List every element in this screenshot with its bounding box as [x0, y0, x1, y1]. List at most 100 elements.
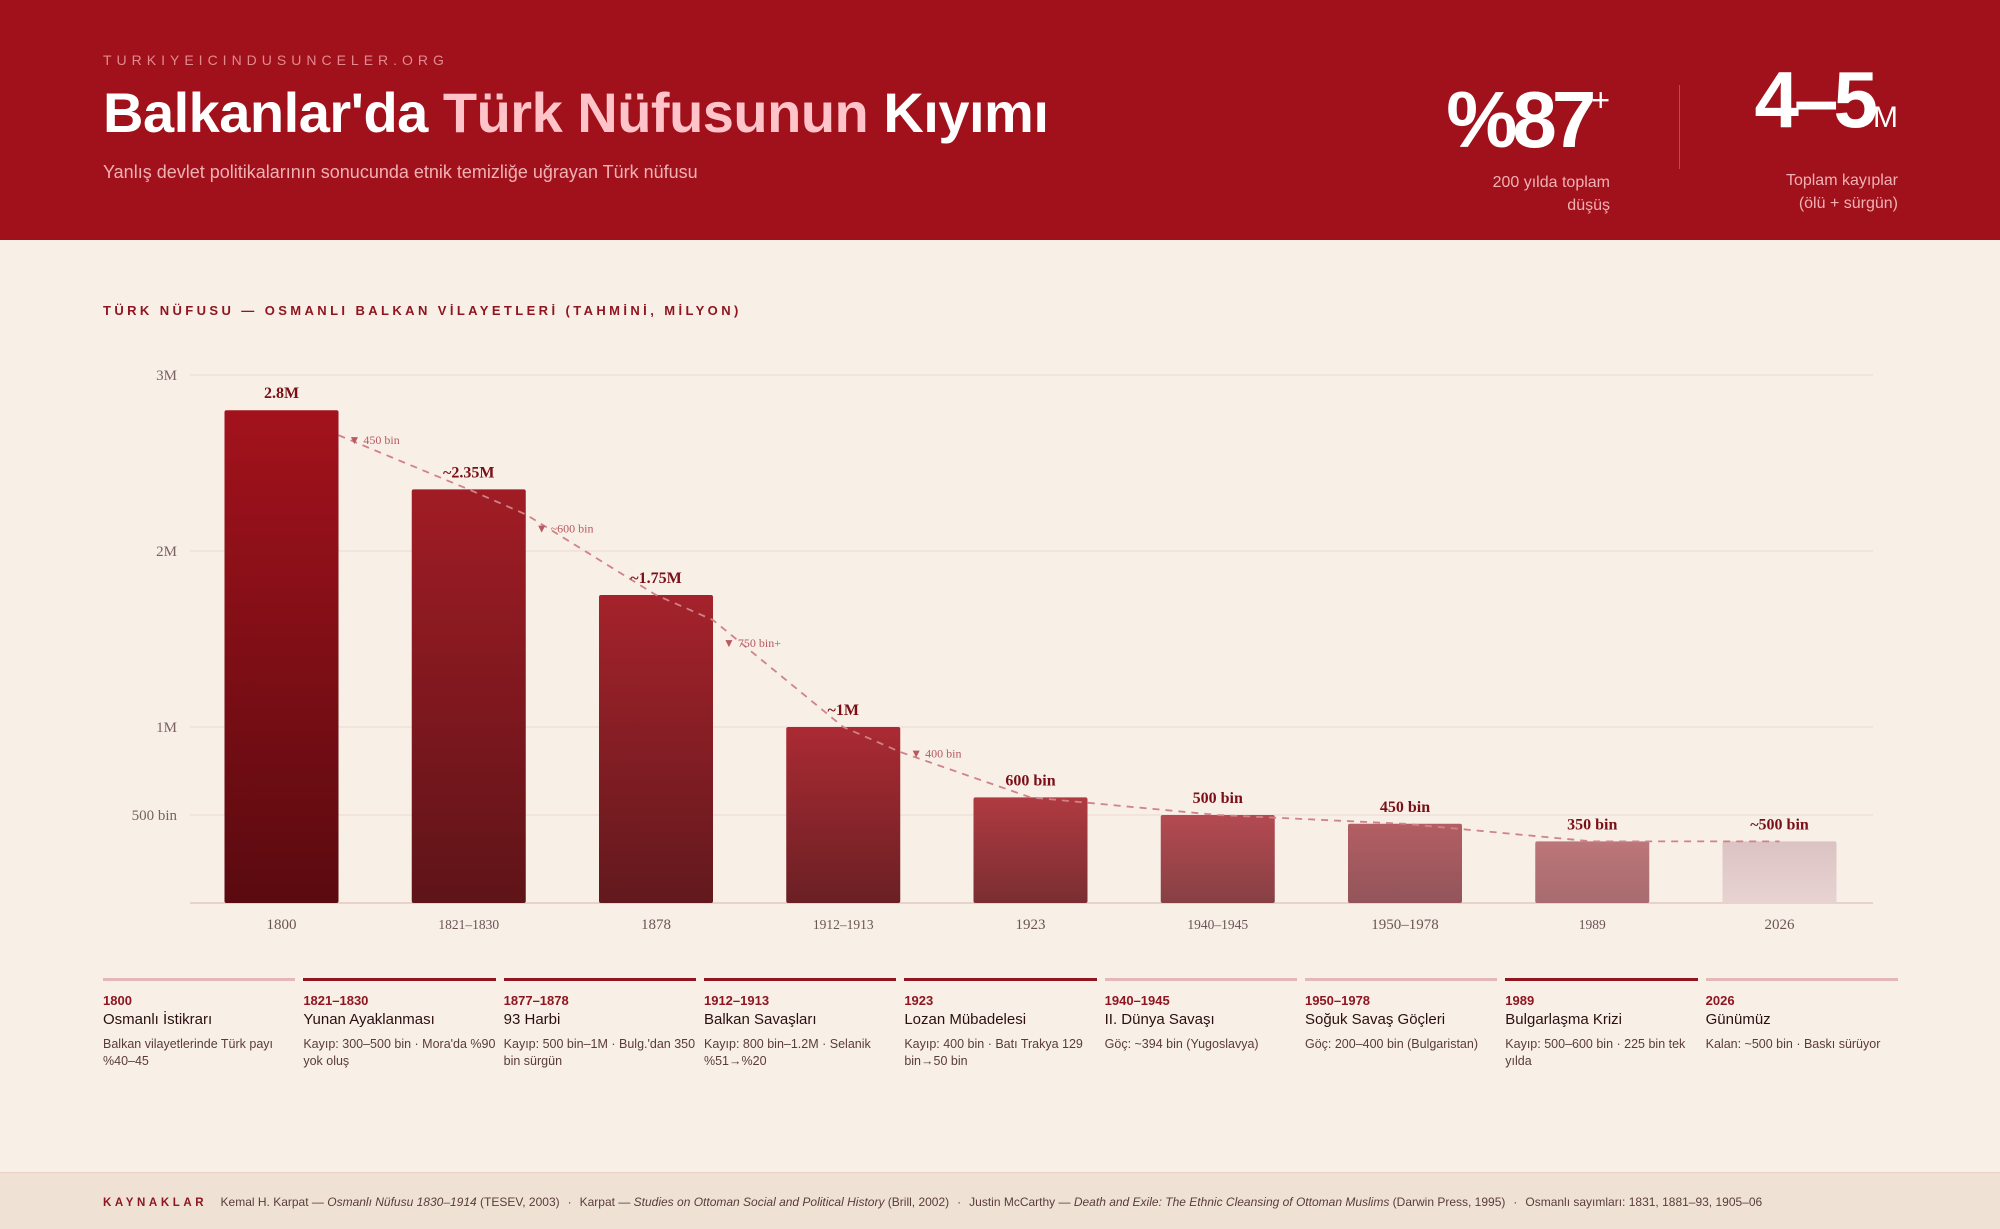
- event-date: 1923: [904, 993, 934, 1008]
- y-tick-label: 3M: [156, 368, 177, 384]
- timeline-event: 2026 Günümüz Kalan: ~500 bin · Baskı sürüy…: [1705, 978, 1898, 1070]
- bar-1989: [1535, 841, 1650, 903]
- sources-footer: KAYNAKLAR Kemal H. Karpat — Osmanlı Nüfu…: [0, 1172, 2000, 1229]
- x-tick-label: 1950–1978: [1371, 917, 1439, 933]
- loss-label: ▼ 750 bin+: [723, 636, 781, 650]
- event-date: 2026: [1705, 993, 1735, 1008]
- y-tick-label: 1M: [156, 720, 177, 736]
- event-date: 1821–1830: [303, 993, 369, 1008]
- event-desc: Kayıp: 800 bin–1.2M · Selanik %51→%20: [703, 1037, 871, 1068]
- stat-value: %87+: [1446, 75, 1610, 164]
- value-label: 450 bin: [1380, 799, 1430, 816]
- event-date: 1877–1878: [503, 993, 569, 1008]
- source-item: Osmanlı sayımları: 1831, 1881–93, 1905–0…: [1525, 1195, 1763, 1209]
- event-name: II. Dünya Savaşı: [1104, 1011, 1215, 1028]
- source-separator: ·: [957, 1195, 962, 1209]
- event-name: Balkan Savaşları: [703, 1011, 817, 1028]
- event-date: 1950–1978: [1304, 993, 1371, 1008]
- event-desc: Göç: ~394 bin (Yugoslavya): [1104, 1037, 1259, 1051]
- bar-1950–1978: [1348, 823, 1462, 903]
- event-desc: Kayıp: 500 bin–1M · Bulg.'dan 350 bin sü…: [503, 1037, 696, 1068]
- timeline-event: 1940–1945 II. Dünya Savaşı Göç: ~394 bin (…: [1104, 978, 1297, 1070]
- x-tick-label: 1800: [267, 917, 297, 933]
- x-tick-label: 1912–1913: [813, 917, 874, 932]
- event-desc: Kayıp: 400 bin · Batı Trakya 129 bin→50 …: [904, 1037, 1083, 1068]
- page-subtitle: Yanlış devlet politikalarının sonucunda …: [103, 162, 698, 182]
- loss-label: ▼ 450 bin: [349, 433, 400, 447]
- event-name: Osmanlı İstikrarı: [103, 1011, 213, 1028]
- event-desc: Balkan vilayetlerinde Türk payı %40–45: [103, 1037, 273, 1068]
- timeline-bar: [1705, 978, 1898, 981]
- event-name: Lozan Mübadelesi: [904, 1011, 1027, 1028]
- title-suffix: Kıyımı: [868, 81, 1049, 144]
- timeline-event: 1877–1878 93 Harbi Kayıp: 500 bin–1M · Bul…: [503, 978, 696, 1070]
- stat-total-losses: 4–5M Toplam kayıplar (ölü + sürgün): [1720, 55, 1898, 215]
- source-separator: ·: [567, 1195, 572, 1209]
- event-name: Soğuk Savaş Göçleri: [1304, 1011, 1446, 1028]
- timeline-event: 1923 Lozan Mübadelesi Kayıp: 400 bin · Bat…: [904, 978, 1097, 1070]
- trend-line: [338, 434, 1780, 843]
- bar-1940–1945: [1160, 815, 1275, 903]
- event-desc: Kayıp: 500–600 bin · 225 bin tek yılda: [1505, 1037, 1686, 1068]
- event-timeline: 1800 Osmanlı İstikrarı Balkan vilayetlerin…: [103, 978, 1898, 1070]
- timeline-event: 1950–1978 Soğuk Savaş Göçleri Göç: 200–400…: [1304, 978, 1498, 1070]
- trend-path: [338, 434, 1780, 843]
- labels: 3M 2M 1M 500 bin 2.8M 1800 ~2.35M 1821–1830 ~1.7…: [132, 368, 1809, 933]
- timeline-bar: [703, 978, 897, 981]
- timeline-bar: [503, 978, 696, 981]
- x-tick-label: 2026: [1765, 917, 1796, 933]
- stat-caption: Toplam kayıplar (ölü + sürgün): [1785, 172, 1898, 212]
- stat-value: 4–5M: [1754, 55, 1898, 144]
- y-tick-label: 2M: [156, 544, 177, 560]
- loss-label: ▼ 400 bin: [910, 747, 961, 761]
- event-name: Yunan Ayaklanması: [303, 1011, 435, 1028]
- timeline-event: 1912–1913 Balkan Savaşları Kayıp: 800 bin–…: [703, 978, 897, 1070]
- value-label: ~1M: [828, 702, 859, 719]
- timeline-bar: [1104, 978, 1297, 981]
- stat-caption: 200 yılda toplam düşüş: [1492, 174, 1610, 214]
- page-title: Balkanlar'da Türk Nüfusunun Kıyımı: [103, 80, 1049, 145]
- event-date: 1912–1913: [703, 993, 770, 1008]
- bar-1878: [599, 595, 713, 903]
- stat-divider: [1679, 85, 1680, 169]
- x-tick-label: 1878: [641, 917, 671, 933]
- timeline-event: 1800 Osmanlı İstikrarı Balkan vilayetlerin…: [103, 978, 296, 1070]
- bar-1912–1913: [786, 727, 901, 903]
- header-banner: TURKIYEICINDUSUNCELER.ORG Balkanlar'da T…: [0, 0, 2000, 240]
- event-desc: Kalan: ~500 bin · Baskı sürüyor: [1705, 1037, 1881, 1051]
- bar-1923: [973, 797, 1088, 903]
- population-bar-chart: 3M 2M 1M 500 bin 2.8M 1800 ~2.35M 1821–1830 ~1.7…: [132, 368, 1873, 933]
- x-tick-label: 1989: [1579, 917, 1606, 932]
- x-tick-label: 1940–1945: [1187, 917, 1248, 932]
- timeline-bar: [1304, 978, 1498, 981]
- event-name: Bulgarlaşma Krizi: [1505, 1011, 1623, 1028]
- source-separator: ·: [1513, 1195, 1518, 1209]
- title-highlight: Türk Nüfusunun: [442, 81, 869, 144]
- bars: [224, 410, 1837, 903]
- source-item: Justin McCarthy — Death and Exile: The E…: [969, 1195, 1506, 1209]
- timeline-bar: [103, 978, 296, 981]
- loss-label: ▼ ~600 bin: [536, 521, 594, 535]
- timeline-bar: [904, 978, 1097, 981]
- site-name: TURKIYEICINDUSUNCELER.ORG: [103, 52, 449, 68]
- source-item: Karpat — Studies on Ottoman Social and P…: [579, 1195, 950, 1209]
- timeline-bar: [303, 978, 496, 981]
- value-label: ~2.35M: [443, 464, 494, 481]
- x-tick-label: 1923: [1016, 917, 1046, 933]
- sources-label: KAYNAKLAR: [103, 1197, 208, 1209]
- event-name: 93 Harbi: [503, 1011, 561, 1028]
- bar-1800: [224, 410, 339, 903]
- value-label: 2.8M: [264, 385, 299, 402]
- event-desc: Kayıp: 300–500 bin · Mora'da %90 yok olu…: [303, 1037, 496, 1068]
- event-name: Günümüz: [1705, 1011, 1771, 1028]
- bar-1821–1830: [411, 489, 526, 903]
- event-date: 1800: [103, 993, 132, 1008]
- event-desc: Göç: 200–400 bin (Bulgaristan): [1304, 1037, 1478, 1051]
- stat-total-decline: %87+ 200 yılda toplam düşüş: [1430, 55, 1610, 217]
- timeline-event: 1821–1830 Yunan Ayaklanması Kayıp: 300–500…: [303, 978, 496, 1070]
- value-label: 500 bin: [1193, 790, 1243, 807]
- event-date: 1940–1945: [1104, 993, 1170, 1008]
- event-date: 1989: [1505, 993, 1535, 1008]
- value-label: 600 bin: [1005, 772, 1055, 789]
- timeline-event: 1989 Bulgarlaşma Krizi Kayıp: 500–600 bin …: [1505, 978, 1698, 1070]
